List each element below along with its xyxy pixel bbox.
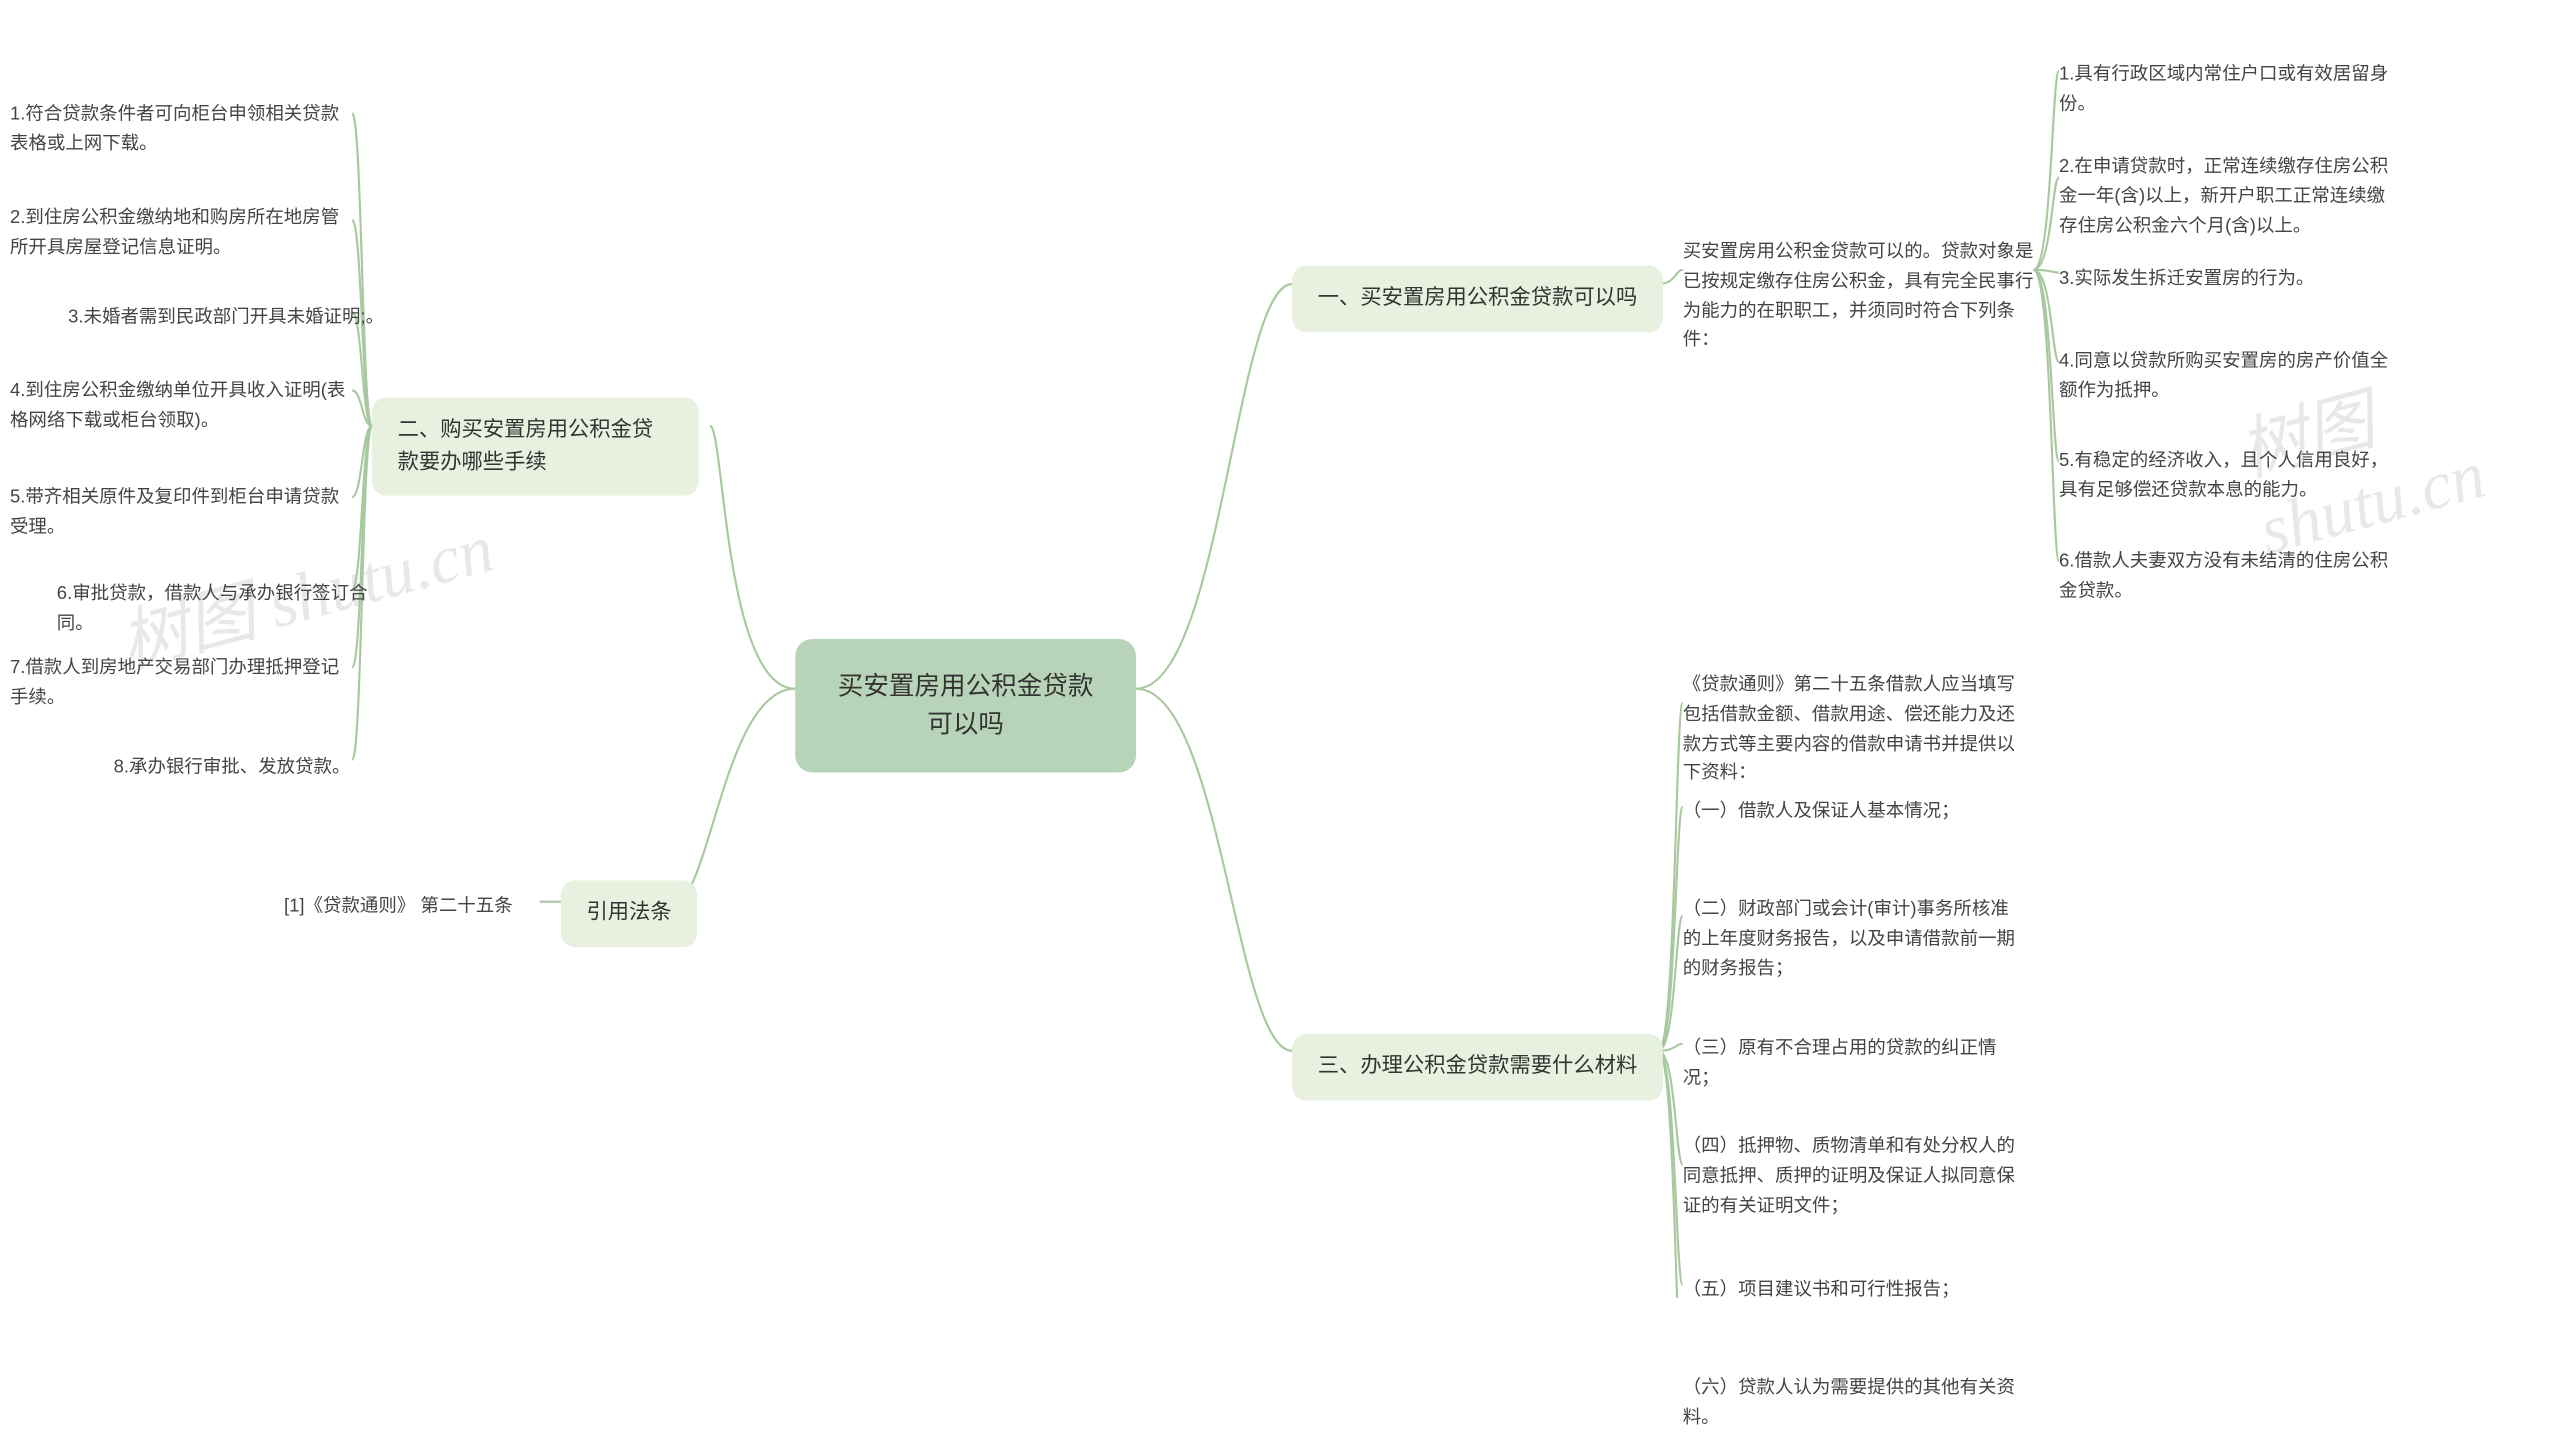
- branch-2-leaf-4: 5.带齐相关原件及复印件到柜台申请贷款受理。: [10, 483, 351, 542]
- branch-2-leaf-1: 2.到住房公积金缴纳地和购房所在地房管所开具房屋登记信息证明。: [10, 203, 351, 262]
- branch-3-leaf-5: （五）项目建议书和可行性报告；: [1683, 1275, 1960, 1305]
- branch-1-sub: 买安置房用公积金贷款可以的。贷款对象是已按规定缴存住房公积金，具有完全民事行为能…: [1683, 237, 2038, 355]
- branch-1-leaf-1: 2.在申请贷款时，正常连续缴存住房公积金一年(含)以上，新开户职工正常连续缴存住…: [2059, 152, 2400, 241]
- branch-4[interactable]: 引用法条: [561, 880, 697, 946]
- branch-2-leaf-0: 1.符合贷款条件者可向柜台申领相关贷款表格或上网下载。: [10, 99, 351, 158]
- branch-3-leaf-4: （四）抵押物、质物清单和有处分权人的同意抵押、质押的证明及保证人拟同意保证的有关…: [1683, 1132, 2024, 1221]
- branch-3[interactable]: 三、办理公积金贷款需要什么材料: [1292, 1034, 1663, 1100]
- branch-1-leaf-0: 1.具有行政区域内常住户口或有效居留身份。: [2059, 60, 2400, 119]
- branch-2-leaf-6: 7.借款人到房地产交易部门办理抵押登记手续。: [10, 653, 351, 712]
- center-node[interactable]: 买安置房用公积金贷款可以吗: [795, 639, 1136, 772]
- branch-2-leaf-7: 8.承办银行审批、发放贷款。: [114, 753, 351, 783]
- branch-3-leaf-0: 《贷款通则》第二十五条借款人应当填写包括借款金额、借款用途、偿还能力及还款方式等…: [1683, 670, 2024, 788]
- branch-3-leaf-3: （三）原有不合理占用的贷款的纠正情况；: [1683, 1034, 2024, 1093]
- branch-3-leaf-1: （一）借款人及保证人基本情况；: [1683, 797, 1960, 827]
- branch-2[interactable]: 二、购买安置房用公积金贷款要办哪些手续: [372, 398, 699, 496]
- branch-1-leaf-2: 3.实际发生拆迁安置房的行为。: [2059, 264, 2314, 294]
- branch-2-leaf-3: 4.到住房公积金缴纳单位开具收入证明(表格网络下载或柜台领取)。: [10, 376, 351, 435]
- branch-4-leaf-0: [1]《贷款通则》 第二十五条: [284, 892, 513, 922]
- branch-1-leaf-5: 6.借款人夫妻双方没有未结清的住房公积金贷款。: [2059, 547, 2400, 606]
- branch-2-leaf-5: 6.审批贷款，借款人与承办银行签订合同。: [57, 579, 398, 638]
- branch-2-leaf-2: 3.未婚者需到民政部门开具未婚证明;。: [68, 302, 384, 332]
- branch-1[interactable]: 一、买安置房用公积金贷款可以吗: [1292, 266, 1663, 332]
- branch-3-leaf-6: （六）贷款人认为需要提供的其他有关资料。: [1683, 1373, 2024, 1432]
- branch-1-leaf-4: 5.有稳定的经济收入，且个人信用良好，具有足够偿还贷款本息的能力。: [2059, 446, 2400, 505]
- branch-3-leaf-2: （二）财政部门或会计(审计)事务所核准的上年度财务报告，以及申请借款前一期的财务…: [1683, 895, 2024, 984]
- branch-1-leaf-3: 4.同意以贷款所购买安置房的房产价值全额作为抵押。: [2059, 346, 2400, 405]
